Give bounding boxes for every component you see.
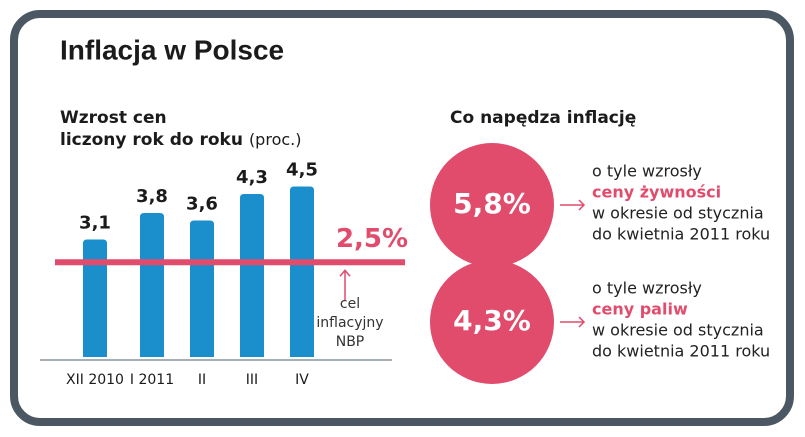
driver-text: w okresie od stycznia: [592, 321, 764, 340]
bar: [240, 194, 264, 357]
driver-text: do kwietnia 2011 roku: [592, 342, 770, 361]
value-label: 3,6: [186, 194, 218, 215]
value-label: 3,8: [136, 186, 168, 207]
driver-text: do kwietnia 2011 roku: [592, 225, 770, 244]
driver-text: o tyle wzrosły: [592, 162, 702, 181]
subtitle-unit: (proc.): [249, 130, 302, 149]
target-arrow: [339, 269, 351, 300]
target-note: inflacyjny: [316, 315, 383, 331]
subtitle-part: liczony rok do roku: [60, 130, 243, 150]
driver-text: o tyle wzrosły: [592, 279, 702, 298]
x-tick-label: III: [246, 372, 258, 388]
drivers-title: Co napędza inflację: [450, 108, 636, 128]
value-label: 3,1: [79, 213, 111, 234]
driver-highlight: ceny paliw: [592, 300, 688, 319]
driver-highlight: ceny żywności: [592, 183, 721, 202]
target-note: NBP: [336, 334, 365, 350]
value-label: 4,3: [236, 167, 268, 188]
value-label: 4,5: [286, 159, 318, 180]
target-note: cel: [340, 296, 360, 312]
bar: [83, 239, 107, 357]
driver-circle: [430, 260, 554, 384]
driver-text: w okresie od stycznia: [592, 204, 764, 223]
bar: [190, 220, 214, 357]
chart-title: Inflacja w Polsce: [60, 34, 284, 65]
driver-arrow: [560, 316, 586, 328]
x-tick-label: II: [198, 372, 206, 388]
bar: [290, 186, 314, 357]
driver-circle: [430, 143, 554, 267]
x-tick-label: XII 2010: [66, 372, 124, 388]
driver-value: 5,8%: [453, 187, 531, 220]
bar: [140, 212, 164, 357]
x-tick-label: IV: [295, 372, 309, 388]
driver-value: 4,3%: [453, 304, 531, 337]
subtitle: Wzrost cen: [60, 108, 167, 128]
target-label: 2,5%: [336, 224, 408, 254]
subtitle: liczony rok do roku (proc.): [60, 130, 301, 151]
driver-arrow: [560, 199, 586, 211]
x-tick-label: I 2011: [130, 372, 174, 388]
